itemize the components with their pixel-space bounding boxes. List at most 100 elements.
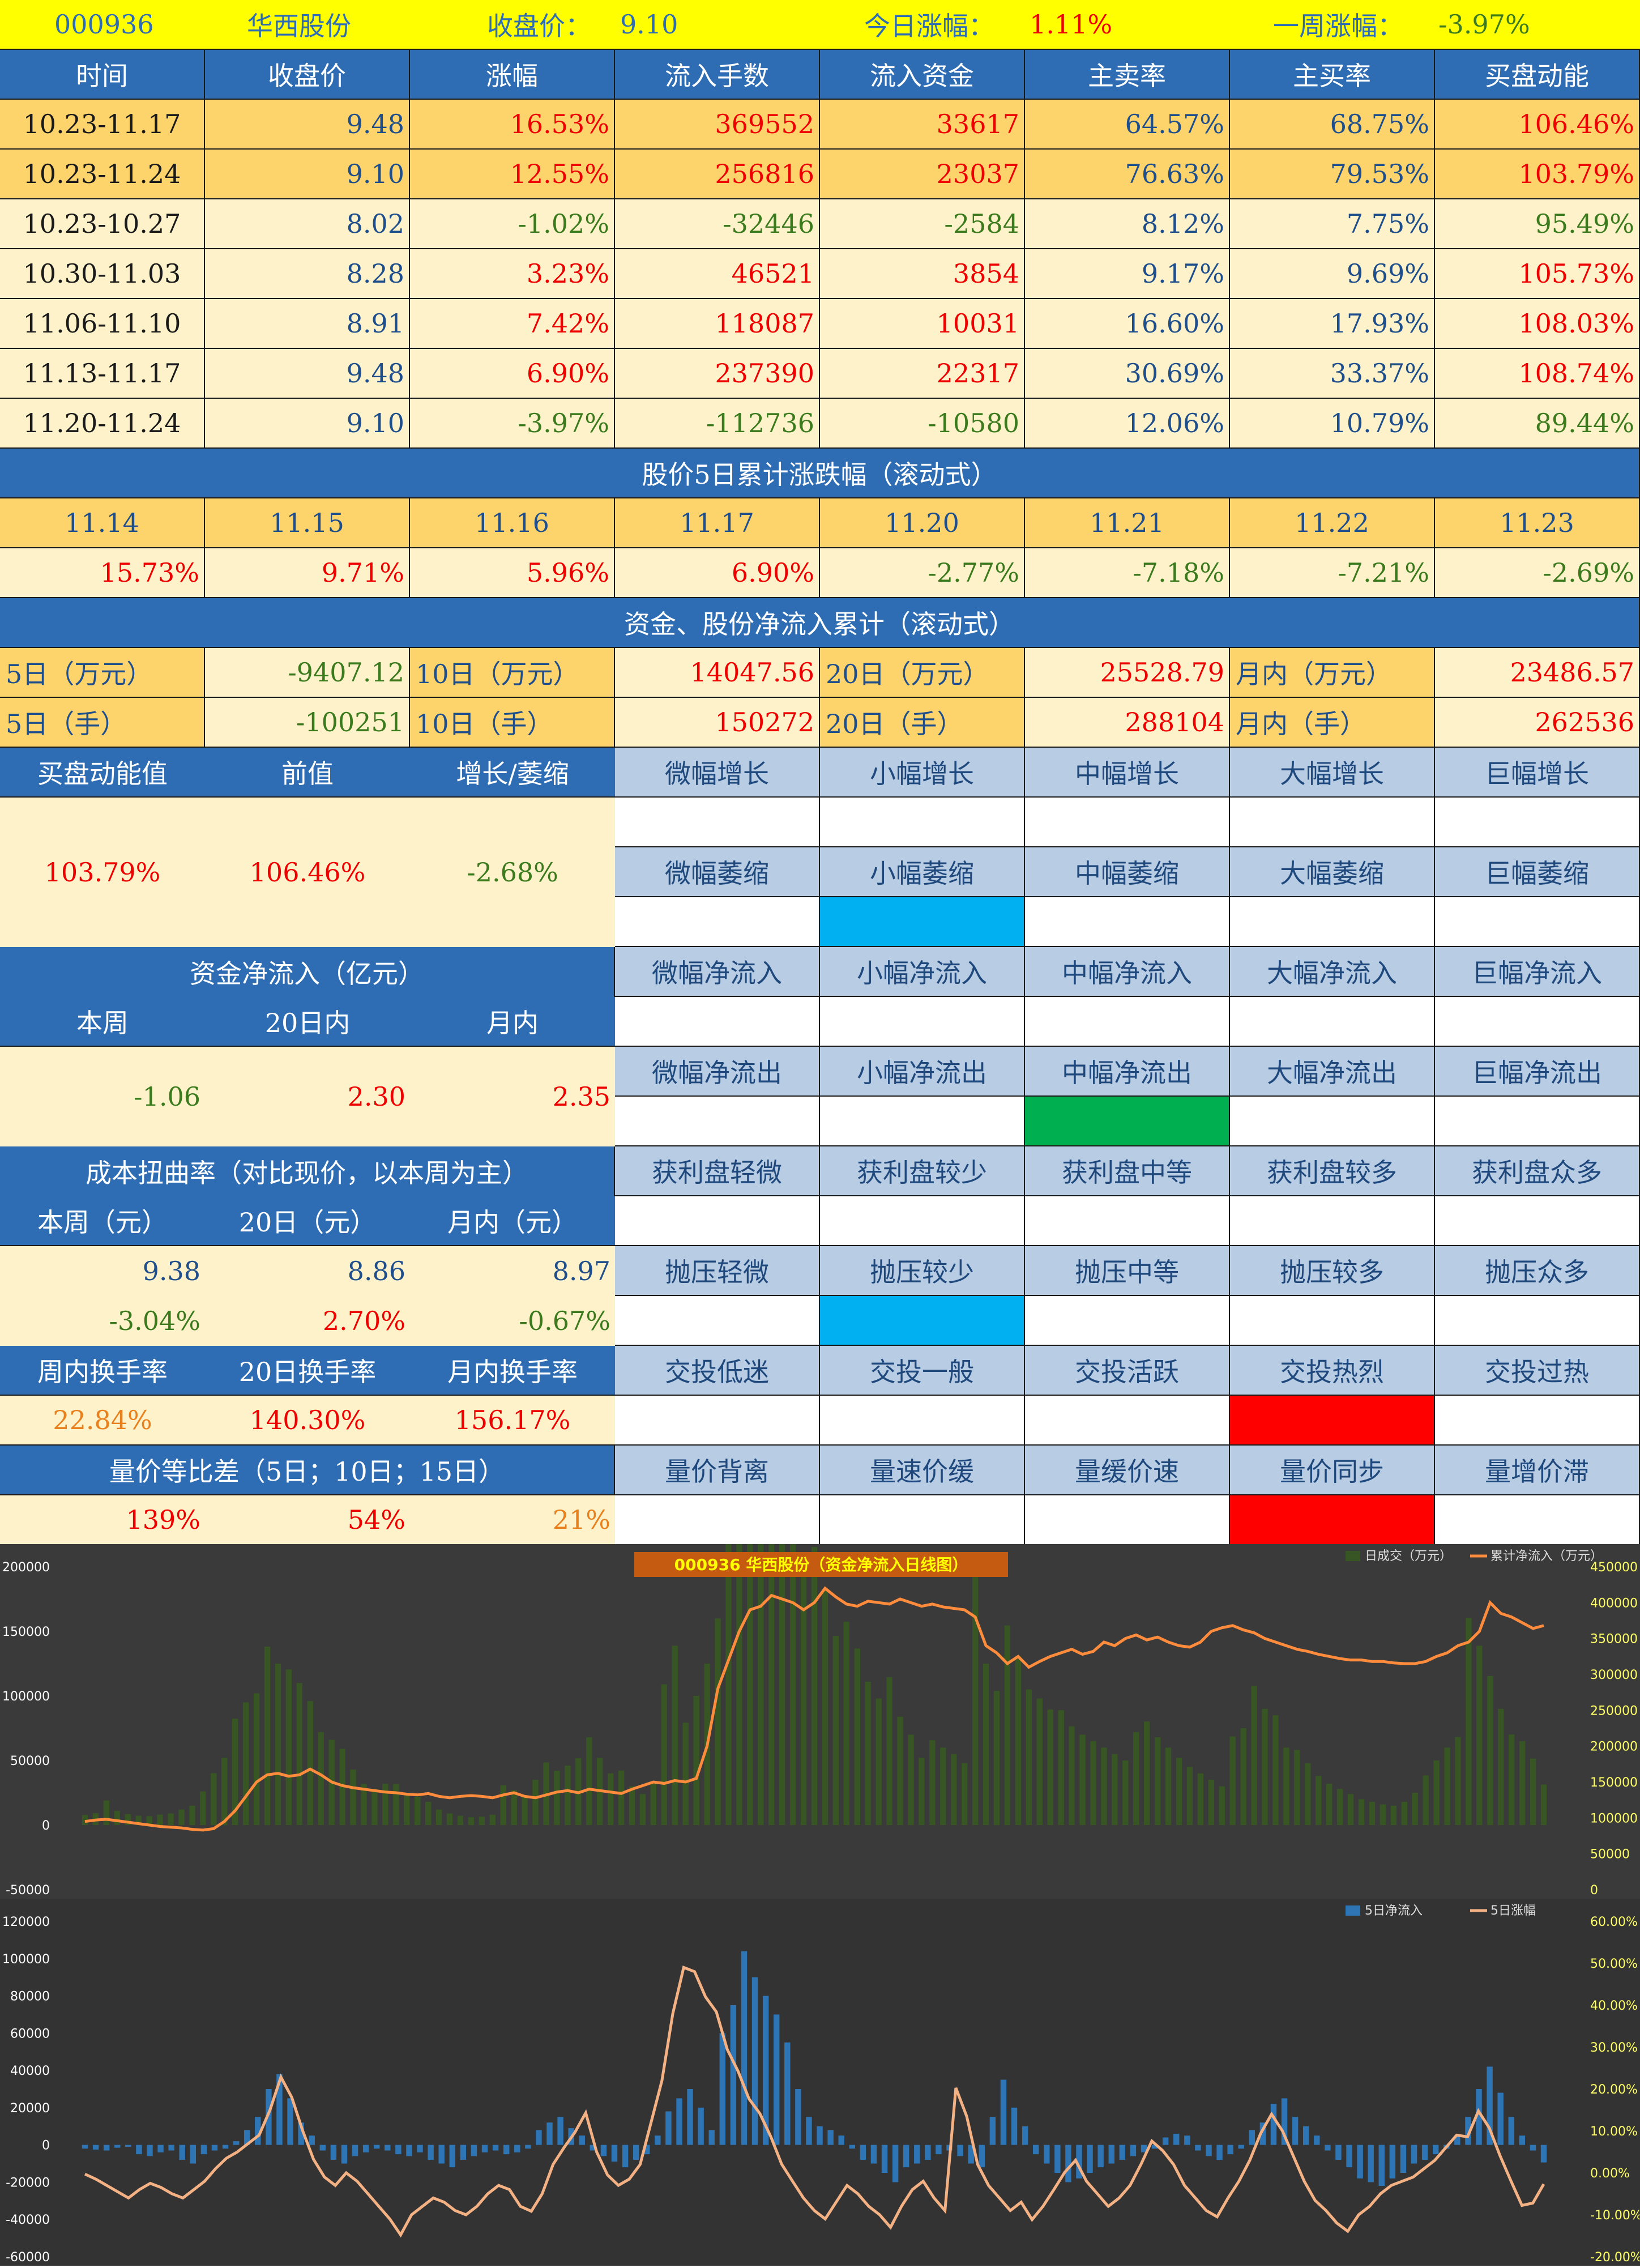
table-cell: 106.46% (1435, 100, 1640, 150)
bar-1-118 (1347, 1794, 1354, 1825)
bar-2-7 (157, 2145, 164, 2152)
table-cell: 256816 (615, 150, 820, 199)
bar-1-99 (1144, 1721, 1150, 1825)
indicator-pressure-4: 抛压众多 (1435, 1246, 1640, 1296)
bar-2-31 (417, 2145, 423, 2152)
bar-2-63 (762, 1996, 769, 2145)
table-cell: 118087 (615, 299, 820, 349)
table-header-4: 流入资金 (820, 50, 1025, 100)
table-header-6: 主买率 (1230, 50, 1435, 100)
bar-2-112 (1292, 2117, 1299, 2145)
indicator-volprice-slot-2 (1025, 1495, 1230, 1545)
netflow-value: 262536 (1435, 698, 1640, 748)
table-cell: 108.74% (1435, 349, 1640, 399)
bar-1-132 (1498, 1708, 1504, 1825)
indicator-growth-3: 大幅增长 (1230, 748, 1435, 798)
bar-2-1 (92, 2145, 99, 2150)
bar-2-56 (687, 2089, 693, 2145)
indicator-inflow-slot-4 (1435, 997, 1640, 1047)
table-cell: 9.17% (1025, 249, 1230, 299)
y-right-tick-1-5: 250000 (1590, 1704, 1638, 1718)
cost-header: 本周（元） (0, 1196, 205, 1246)
table-cell: 68.75% (1230, 100, 1435, 150)
rolling5-value: 5.96% (410, 548, 615, 598)
cost-rate: -3.04% (0, 1296, 205, 1346)
y-left-tick-1-4: 150000 (2, 1625, 50, 1639)
table-cell: 9.69% (1230, 249, 1435, 299)
bar-2-106 (1227, 2145, 1233, 2155)
bar-1-101 (1165, 1747, 1172, 1825)
table-cell: 11.20-11.24 (0, 399, 205, 449)
y-right-tick-1-9: 450000 (1590, 1561, 1638, 1575)
bar-2-76 (903, 2145, 909, 2168)
bar-1-65 (779, 1433, 785, 1825)
bar-2-133 (1519, 2135, 1526, 2145)
bar-2-125 (1432, 2145, 1439, 2155)
bar-1-89 (1036, 1698, 1043, 1825)
indicator-activity-2: 交投活跃 (1025, 1346, 1230, 1396)
bar-1-83 (972, 1554, 979, 1825)
bar-2-70 (838, 2135, 844, 2145)
bar-2-130 (1487, 2066, 1493, 2145)
bar-2-94 (1097, 2145, 1104, 2168)
bar-1-52 (639, 1794, 646, 1825)
bar-1-80 (940, 1747, 946, 1825)
bar-1-121 (1380, 1804, 1386, 1825)
bar-2-24 (341, 2145, 348, 2164)
bar-1-93 (1079, 1734, 1086, 1825)
capital-value: 2.30 (205, 1047, 410, 1146)
y-left-tick-2-0: -60000 (6, 2250, 50, 2265)
bar-1-88 (1026, 1689, 1032, 1825)
indicator-growth-slot-0 (615, 798, 820, 847)
bar-1-61 (736, 1401, 742, 1825)
bar-2-6 (147, 2145, 153, 2156)
indicator-inflow-3: 大幅净流入 (1230, 947, 1435, 997)
bar-1-90 (1047, 1709, 1053, 1825)
table-cell: 7.75% (1230, 199, 1435, 249)
bar-1-109 (1251, 1686, 1257, 1825)
bar-2-87 (1022, 2126, 1028, 2145)
header-bar: 000936 华西股份 收盘价： 9.10 今日涨幅： 1.11% 一周涨幅： … (0, 0, 1640, 50)
bar-1-11 (200, 1791, 206, 1825)
bar-2-22 (319, 2145, 326, 2151)
bar-2-23 (330, 2145, 337, 2160)
bar-1-66 (789, 1453, 796, 1825)
netflow-label: 20日（万元） (820, 648, 1025, 698)
bar-1-100 (1154, 1737, 1161, 1825)
bar-2-132 (1508, 2117, 1514, 2145)
indicator-growth-2: 中幅增长 (1025, 748, 1230, 798)
bar-1-92 (1069, 1726, 1075, 1825)
bar-1-73 (865, 1681, 871, 1825)
table-cell: -2584 (820, 199, 1025, 249)
table-cell: 10.30-11.03 (0, 249, 205, 299)
indicator-volprice-slot-4 (1435, 1495, 1640, 1545)
bar-2-92 (1076, 2145, 1082, 2179)
bar-2-101 (1173, 2133, 1180, 2145)
rolling5-date: 11.21 (1025, 498, 1230, 548)
bar-1-72 (854, 1648, 860, 1825)
bar-2-95 (1108, 2145, 1114, 2164)
netflow-value: 150272 (615, 698, 820, 748)
table-cell: 9.10 (205, 150, 410, 199)
bar-1-6 (146, 1816, 152, 1825)
table-cell: 10.23-10.27 (0, 199, 205, 249)
indicator-pressure-slot-4 (1435, 1296, 1640, 1346)
bar-1-114 (1305, 1763, 1311, 1825)
bar-1-26 (361, 1784, 367, 1825)
indicator-pressure-3: 抛压较多 (1230, 1246, 1435, 1296)
bar-2-20 (298, 2122, 304, 2145)
netflow-value: 288104 (1025, 698, 1230, 748)
momentum-header: 增长/萎缩 (410, 748, 615, 798)
bar-1-53 (650, 1784, 657, 1825)
table-header-0: 时间 (0, 50, 205, 100)
indicator-shrink-slot-2 (1025, 897, 1230, 947)
turnover-header: 月内换手率 (410, 1346, 615, 1396)
bar-1-91 (1058, 1710, 1064, 1825)
bar-1-110 (1262, 1708, 1268, 1825)
bar-2-50 (622, 2145, 629, 2168)
y-right-tick-2-8: 60.00% (1590, 1915, 1638, 1929)
indicator-growth-slot-3 (1230, 798, 1435, 847)
bar-2-14 (233, 2141, 240, 2145)
bar-1-78 (919, 1758, 925, 1825)
ratio-value: 21% (410, 1495, 615, 1545)
